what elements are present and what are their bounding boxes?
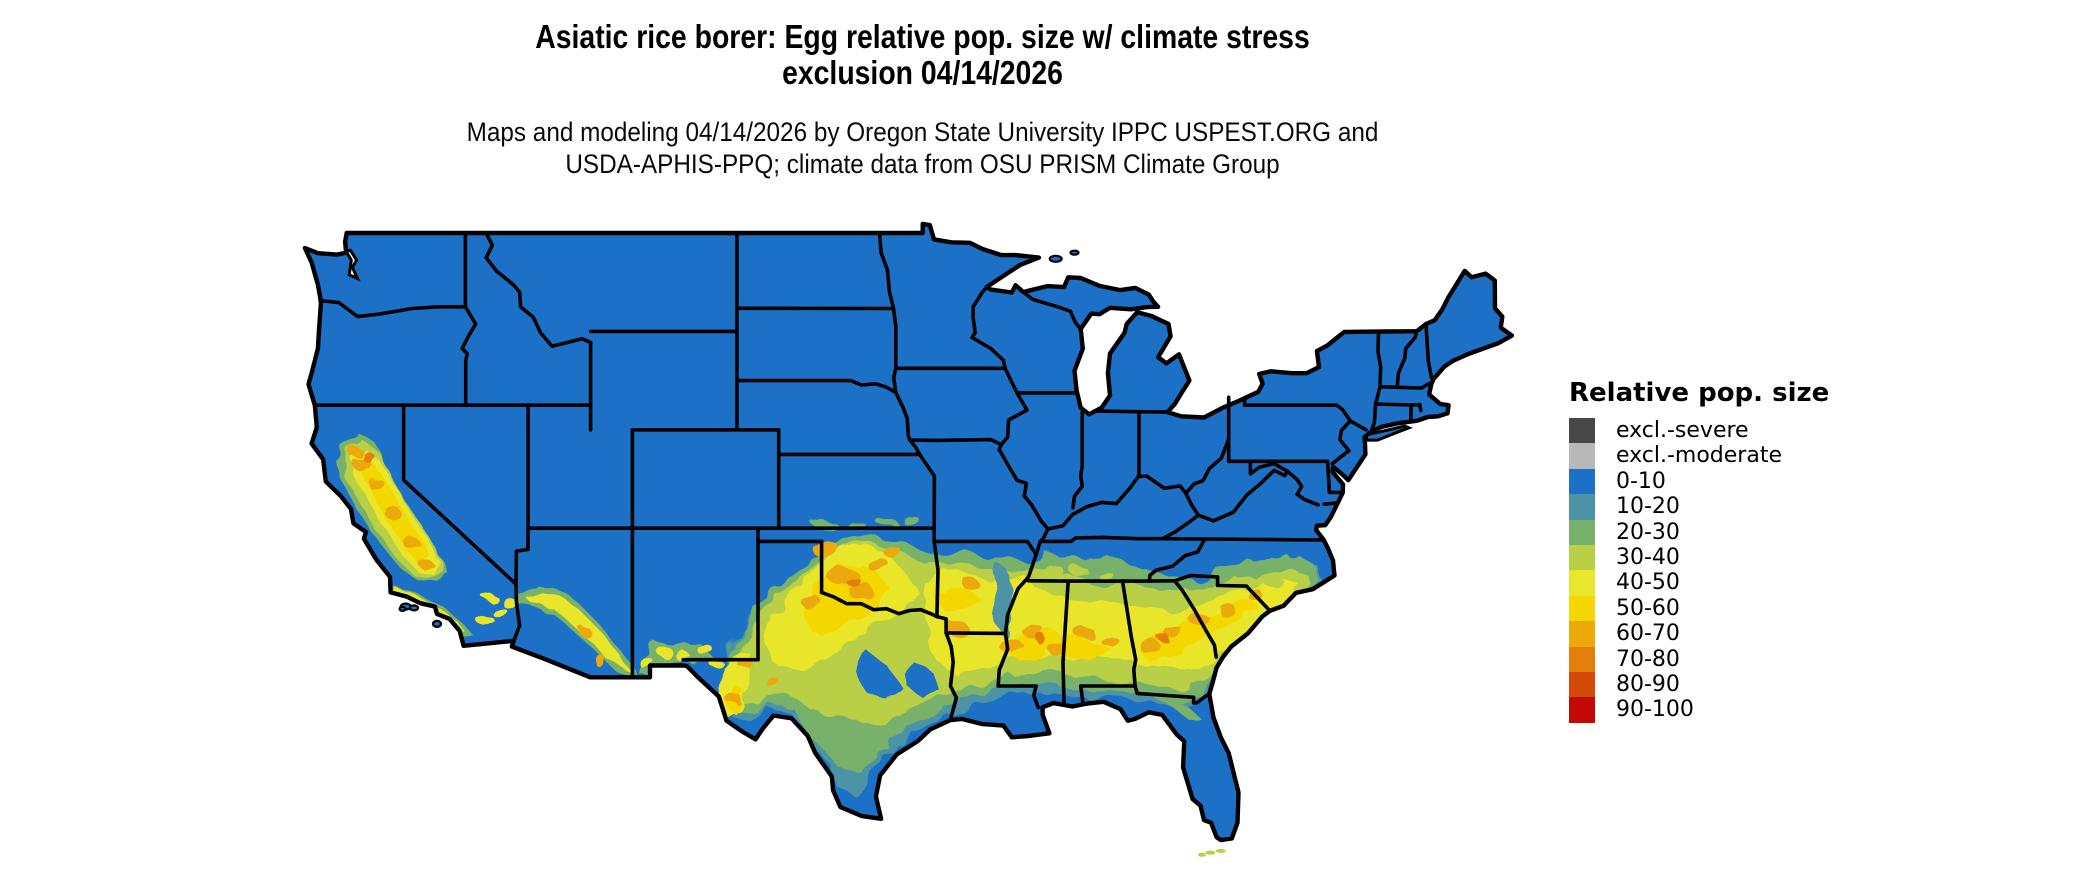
map-subtitle-line2: USDA-APHIS-PPQ; climate data from OSU PR… [565,149,1280,179]
map-title-line2: exclusion 04/14/2026 [782,54,1063,91]
legend-label: 50-60 [1616,595,1680,621]
legend-swatch-50-60 [1569,595,1595,622]
legend-label: 10-20 [1616,494,1680,520]
legend-label: excl.-moderate [1616,443,1782,469]
florida-keys-speck [1215,848,1226,853]
florida-keys-speck [1198,852,1206,857]
island [1069,249,1080,256]
legend-swatch-10-20 [1569,494,1595,520]
legend-row: 10-20 [1569,494,1829,520]
legend-row: 50-60 [1569,595,1829,622]
legend-swatch-80-90 [1569,671,1595,698]
island [408,604,420,612]
legend-label: 30-40 [1616,544,1680,570]
legend: Relative pop. size excl.-severe excl.-mod… [1569,380,1829,723]
map-subtitle-line1: Maps and modeling 04/14/2026 by Oregon S… [466,117,1379,147]
legend-row: 20-30 [1569,519,1829,546]
legend-swatch-excl.-severe [1569,418,1595,444]
legend-row: 0-10 [1569,468,1829,495]
island [431,619,443,629]
legend-row: 40-50 [1569,570,1829,596]
legend-label: 80-90 [1616,671,1680,697]
legend-label: 70-80 [1616,646,1680,672]
florida-keys-speck [1205,850,1216,855]
island [1048,254,1063,263]
legend-rows: excl.-severe excl.-moderate 0-10 10-20 20-30… [1569,418,1829,723]
legend-label: 40-50 [1616,570,1680,596]
legend-row: 60-70 [1569,621,1829,647]
state-borders [313,231,1434,722]
legend-title: Relative pop. size [1569,378,1830,408]
legend-row: 30-40 [1569,544,1829,571]
legend-swatch-70-80 [1569,646,1595,673]
legend-row: excl.-severe [1569,418,1829,444]
legend-label: 60-70 [1616,621,1680,647]
legend-label: 0-10 [1616,468,1666,494]
legend-swatch-20-30 [1569,519,1595,546]
legend-swatch-40-50 [1569,570,1595,596]
legend-swatch-60-70 [1569,621,1595,647]
legend-row: 80-90 [1569,671,1829,698]
legend-label: 20-30 [1616,519,1680,545]
island [398,605,407,613]
legend-swatch-0-10 [1569,468,1595,495]
map-title: Asiatic rice borer: Egg relative pop. si… [0,19,1845,91]
legend-row: 70-80 [1569,646,1829,673]
legend-row: excl.-moderate [1569,443,1829,469]
legend-label: excl.-severe [1616,418,1749,443]
legend-swatch-excl.-moderate [1569,443,1595,469]
us-outline [302,221,1515,843]
long-island [1364,424,1413,442]
legend-swatch-30-40 [1569,544,1595,571]
legend-label: 90-100 [1616,697,1694,723]
map-subtitle: Maps and modeling 04/14/2026 by Oregon S… [0,116,1845,180]
legend-swatch-90-100 [1569,697,1595,723]
legend-row: 90-100 [1569,697,1829,723]
map-title-line1: Asiatic rice borer: Egg relative pop. si… [535,18,1310,55]
